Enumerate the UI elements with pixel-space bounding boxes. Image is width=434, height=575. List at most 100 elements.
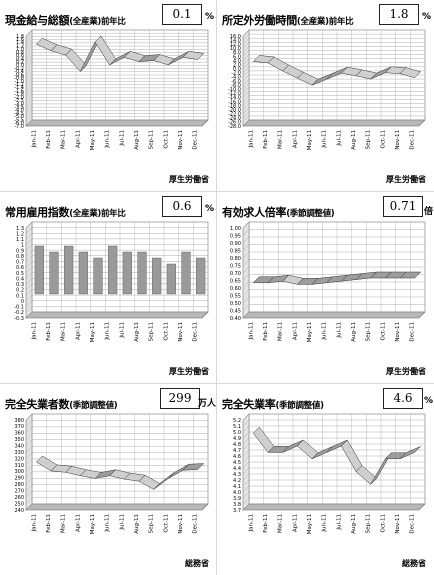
x-tick-label: Jan-11 [31,514,37,532]
y-tick-label: 0.40 [230,316,241,322]
gridline-side [25,497,33,504]
y-tick-label: 330 [14,450,24,456]
y-tick-label: 10.0 [230,46,241,52]
value-box: 4.6 [383,388,423,409]
title-tail: 前年比 [100,209,126,219]
y-tick-label: 4.6 [233,454,241,460]
y-tick-label: 340 [14,444,24,450]
x-tick-label: Apr-11 [292,322,298,340]
x-tick-label: Dec-11 [193,514,199,534]
gridline-side [25,420,33,427]
ribbon-segment [399,67,422,79]
gridline-side [25,465,33,472]
gridline-side [25,116,33,123]
x-tick-label: Jun-11 [105,130,111,149]
gridline-side [25,110,33,117]
gridline-side [242,62,250,69]
x-tick-label: Aug-11 [134,322,140,342]
gridline-side [242,111,250,118]
y-tick-label: 0.2 [16,288,24,294]
y-tick-label: 0.0 [16,63,24,69]
value-unit: 万人 [198,399,216,409]
gridline-side [242,431,250,439]
gridline-side [25,94,33,101]
y-tick-label: 0.4 [16,56,24,62]
gridline-side [25,29,33,37]
y-tick-label: 0.1 [16,293,24,299]
chart-unemployed-persons: 3803703603503403303203103002902802702602… [14,413,209,534]
gridline-side [25,294,33,302]
gridline-side [25,45,33,53]
y-tick-label: 4.5 [233,460,241,466]
y-tick-label: 1.4 [16,40,24,46]
title-sub: (全産業) [296,17,329,27]
gridline-side [25,311,33,319]
x-tick-label: Dec-11 [193,322,199,342]
gridline-side [242,419,250,427]
gridline-side [25,458,33,466]
value-box: 299 [160,388,200,409]
x-tick-label: Jan-11 [31,130,37,148]
gridline-side [25,255,33,262]
gridline-side [25,300,33,307]
ribbon-segment [399,271,422,279]
y-tick-label: -5.0 [14,114,24,120]
title-tail: 前年比 [328,17,354,27]
gridline-side [25,42,33,49]
y-tick-label: 4.7 [233,448,241,454]
y-tick-label: -10.0 [228,87,241,93]
bar [78,251,88,295]
gridline-side [25,227,33,234]
value-unit: % [422,12,432,22]
y-tick-label: 1.8 [16,34,24,40]
bar [181,251,191,295]
panel-title: 所定外労働時間(全産業)前年比 [222,12,354,28]
y-tick-label: 4.0 [233,58,241,64]
x-tick-label: Mar-11 [61,514,67,533]
chart-employment-index: 1.31.21.110.90.80.70.60.50.40.30.20.10-0… [14,221,209,342]
y-tick-label: 0.5 [16,271,24,277]
x-tick-label: Sep-11 [149,130,155,149]
y-tick-label: 0.8 [16,50,24,56]
y-tick-label: -4.0 [231,75,241,81]
y-tick-label: 1.6 [16,37,24,43]
gridline-side [25,97,33,104]
y-tick-label: 270 [14,489,24,495]
gridline-side [25,272,33,279]
floor [25,503,209,511]
bar [93,257,103,295]
y-tick-label: 0 [21,299,24,305]
x-tick-label: Nov-11 [178,322,184,342]
y-tick-label: -26.0 [228,120,241,126]
y-tick-label: 14.0 [230,38,241,44]
panel-cash-earnings: 現金給与総額(全産業)前年比 0.1 % 1.8 1.6 1.4 1.2 1.0 0.8 0… [0,0,216,191]
x-tick-label: May-11 [90,130,96,150]
x-tick-label: Apr-11 [75,322,81,340]
gridline-side [242,87,250,94]
gridline-side [25,78,33,85]
gridline-side [242,91,250,98]
x-tick-label: May-11 [90,514,96,534]
gridline-side [25,266,33,274]
y-tick-label: -14.0 [228,95,241,101]
gridline-side [25,221,33,229]
y-tick-label: -2.0 [14,95,24,101]
x-tick-label: Apr-11 [75,514,81,532]
y-tick-label: 0.2 [16,60,24,66]
panel-unemployment-rate: 完全失業率(季節調整値) 4.6 % 5.2 5.1 5.0 4.9 4.8 4.7 4.6… [217,384,433,575]
y-tick-label: -3.0 [14,101,24,107]
gridline-side [25,426,33,433]
x-tick-label: Sep-11 [149,514,155,533]
value-box: 0.71 [383,196,423,217]
title-sub: (季節調整値) [69,401,118,411]
y-tick-label: 4.9 [233,436,241,442]
gridline-side [242,455,250,463]
y-tick-label: 5.0 [233,430,241,436]
y-tick-label: 0.45 [230,308,241,314]
gridline-side [25,491,33,498]
y-tick-label: -4.5 [14,111,24,117]
gridline-side [25,261,33,268]
y-tick-label: -2.5 [14,98,24,104]
gridline-side [242,251,250,259]
x-tick-label: Feb-11 [46,514,52,533]
